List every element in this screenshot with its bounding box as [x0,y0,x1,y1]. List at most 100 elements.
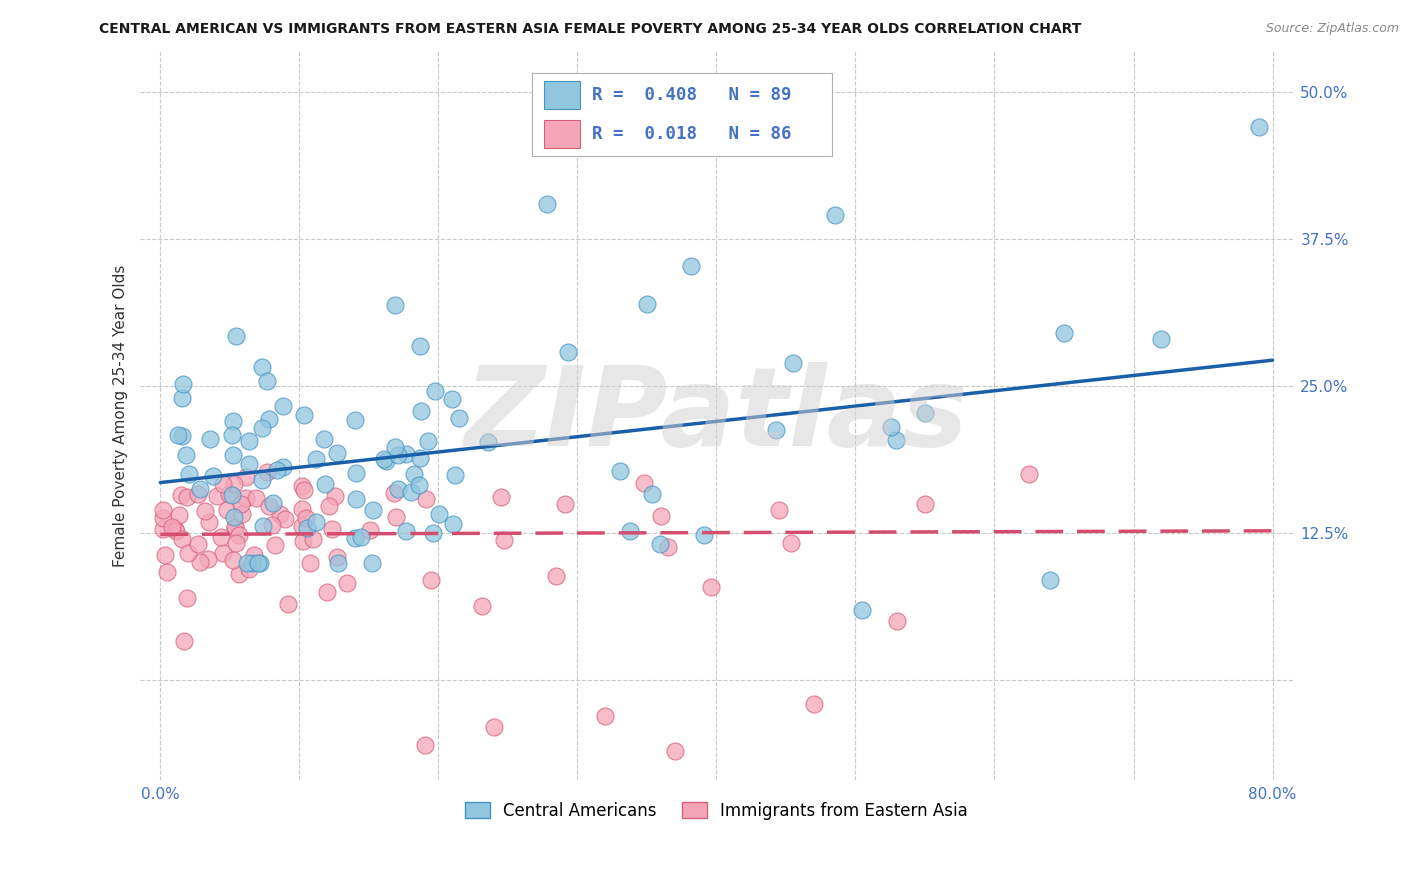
Point [152,511,174,525]
Point [1053,326,1076,340]
Point [619,524,641,538]
Point [218,487,240,501]
Point [411,404,433,418]
Point [361,556,384,570]
Point [235,491,257,505]
Y-axis label: Female Poverty Among 25-34 Year Olds: Female Poverty Among 25-34 Year Olds [114,264,128,566]
Point [879,419,901,434]
Point [886,615,908,629]
Point [681,259,703,273]
Point [163,522,186,536]
Point [385,509,408,524]
Point [209,530,232,544]
Point [824,209,846,223]
Point [172,429,194,443]
Point [176,490,198,504]
Point [172,376,194,391]
Point [291,502,314,516]
Point [231,507,253,521]
Point [238,562,260,576]
Point [225,329,247,343]
Point [167,428,190,442]
Point [477,434,499,449]
Point [1018,467,1040,482]
Point [238,458,260,472]
Point [260,518,283,533]
Point [316,585,339,599]
Point [224,510,246,524]
Point [914,497,936,511]
Point [252,421,274,435]
Point [294,511,316,525]
Point [188,555,211,569]
Point [245,491,267,505]
Point [494,533,516,547]
Point [240,556,263,570]
Point [153,548,176,562]
Point [1247,120,1270,135]
Point [247,556,270,570]
Point [176,448,198,462]
Point [305,452,328,467]
Point [186,537,208,551]
Point [314,477,336,491]
Point [202,469,225,483]
Point [593,708,616,723]
Point [212,546,235,560]
Point [387,482,409,496]
Point [318,500,340,514]
Point [387,448,409,462]
Point [152,502,174,516]
Point [156,565,179,579]
Point [359,523,381,537]
Point [198,432,221,446]
Point [427,507,450,521]
Point [344,532,367,546]
Point [408,339,430,353]
Point [884,433,907,447]
Point [636,296,658,310]
Point [384,440,406,454]
Point [395,524,418,538]
Point [292,408,315,422]
Point [215,502,238,516]
Point [782,356,804,370]
Point [419,573,441,587]
Point [664,744,686,758]
Point [693,528,716,542]
Point [291,479,314,493]
Point [408,478,430,492]
Point [361,502,384,516]
Point [343,413,366,427]
Point [228,567,250,582]
Point [422,526,444,541]
Point [301,532,323,546]
Point [344,466,367,480]
Point [257,411,280,425]
Point [228,528,250,542]
Point [373,451,395,466]
Text: CENTRAL AMERICAN VS IMMIGRANTS FROM EASTERN ASIA FEMALE POVERTY AMONG 25-34 YEAR: CENTRAL AMERICAN VS IMMIGRANTS FROM EAST… [100,22,1081,37]
Point [609,464,631,478]
Point [165,524,187,538]
Point [650,536,672,550]
Point [336,576,359,591]
Point [221,488,243,502]
Point [482,720,505,734]
Point [536,196,558,211]
Point [803,697,825,711]
Legend: Central Americans, Immigrants from Eastern Asia: Central Americans, Immigrants from Easte… [458,796,974,827]
Point [402,467,425,481]
Point [440,392,463,406]
Point [252,473,274,487]
Point [170,533,193,547]
Point [489,490,512,504]
Point [312,433,335,447]
Point [382,486,405,500]
Point [328,556,350,570]
Point [443,468,465,483]
Point [273,399,295,413]
Point [384,298,406,312]
Point [291,519,314,533]
Point [177,545,200,559]
